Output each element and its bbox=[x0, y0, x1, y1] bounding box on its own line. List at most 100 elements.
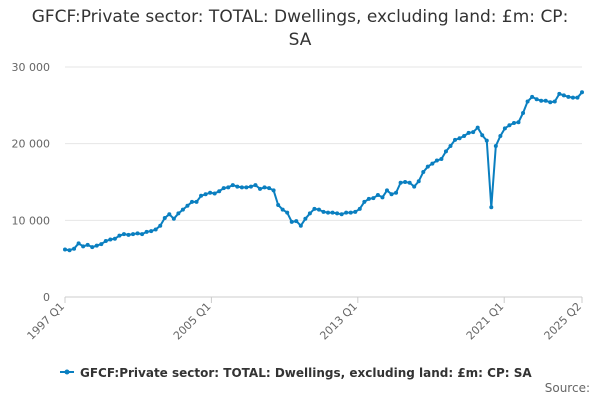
data-point[interactable] bbox=[112, 236, 117, 241]
data-point[interactable] bbox=[330, 210, 335, 215]
data-point[interactable] bbox=[557, 91, 562, 96]
data-point[interactable] bbox=[253, 183, 258, 188]
data-point[interactable] bbox=[375, 193, 380, 198]
data-point[interactable] bbox=[185, 203, 190, 208]
data-point[interactable] bbox=[321, 209, 326, 214]
data-point[interactable] bbox=[72, 246, 77, 251]
data-point[interactable] bbox=[362, 199, 367, 204]
data-point[interactable] bbox=[235, 184, 240, 189]
data-point[interactable] bbox=[430, 161, 435, 166]
data-point[interactable] bbox=[407, 180, 412, 185]
data-point[interactable] bbox=[230, 183, 235, 188]
data-point[interactable] bbox=[457, 136, 462, 141]
data-point[interactable] bbox=[502, 126, 507, 131]
data-point[interactable] bbox=[335, 211, 340, 216]
data-point[interactable] bbox=[480, 133, 485, 138]
data-point[interactable] bbox=[121, 232, 126, 237]
data-point[interactable] bbox=[76, 241, 81, 246]
data-point[interactable] bbox=[162, 216, 167, 221]
data-point[interactable] bbox=[344, 210, 349, 215]
data-point[interactable] bbox=[507, 123, 512, 128]
data-point[interactable] bbox=[489, 205, 494, 210]
data-point[interactable] bbox=[167, 212, 172, 217]
data-point[interactable] bbox=[244, 185, 249, 190]
data-point[interactable] bbox=[580, 90, 584, 95]
data-point[interactable] bbox=[521, 111, 526, 115]
data-point[interactable] bbox=[421, 170, 426, 175]
data-point[interactable] bbox=[312, 206, 317, 211]
data-point[interactable] bbox=[525, 99, 530, 104]
data-point[interactable] bbox=[294, 219, 299, 224]
data-point[interactable] bbox=[90, 245, 95, 250]
data-point[interactable] bbox=[85, 242, 90, 247]
data-point[interactable] bbox=[353, 209, 358, 214]
data-point[interactable] bbox=[471, 130, 476, 135]
data-point[interactable] bbox=[425, 164, 430, 169]
data-point[interactable] bbox=[99, 242, 104, 247]
data-point[interactable] bbox=[153, 227, 158, 232]
data-point[interactable] bbox=[348, 210, 353, 215]
data-point[interactable] bbox=[208, 190, 213, 195]
data-point[interactable] bbox=[380, 195, 385, 200]
data-point[interactable] bbox=[94, 243, 99, 248]
data-point[interactable] bbox=[561, 93, 566, 98]
data-point[interactable] bbox=[126, 232, 131, 237]
data-point[interactable] bbox=[298, 223, 303, 228]
data-point[interactable] bbox=[366, 196, 371, 201]
data-point[interactable] bbox=[276, 203, 281, 207]
data-point[interactable] bbox=[226, 185, 231, 190]
data-point[interactable] bbox=[484, 138, 489, 143]
data-point[interactable] bbox=[357, 206, 362, 211]
data-point[interactable] bbox=[448, 143, 453, 148]
data-point[interactable] bbox=[217, 189, 222, 194]
data-point[interactable] bbox=[316, 207, 321, 212]
data-point[interactable] bbox=[326, 210, 331, 215]
data-point[interactable] bbox=[384, 188, 389, 193]
data-point[interactable] bbox=[412, 184, 417, 189]
data-point[interactable] bbox=[267, 186, 272, 191]
data-point[interactable] bbox=[575, 95, 580, 100]
data-point[interactable] bbox=[371, 196, 376, 201]
data-point[interactable] bbox=[108, 237, 113, 242]
data-point[interactable] bbox=[548, 100, 553, 105]
data-point[interactable] bbox=[566, 94, 571, 99]
data-point[interactable] bbox=[81, 244, 86, 249]
data-point[interactable] bbox=[117, 233, 122, 238]
data-point[interactable] bbox=[285, 210, 290, 215]
data-point[interactable] bbox=[248, 184, 253, 189]
data-point[interactable] bbox=[462, 134, 467, 138]
data-point[interactable] bbox=[144, 229, 149, 234]
data-point[interactable] bbox=[493, 143, 498, 148]
data-point[interactable] bbox=[398, 180, 403, 185]
data-point[interactable] bbox=[258, 186, 263, 191]
data-point[interactable] bbox=[176, 211, 181, 216]
data-point[interactable] bbox=[194, 199, 199, 204]
data-point[interactable] bbox=[394, 190, 399, 195]
data-point[interactable] bbox=[516, 120, 521, 125]
data-point[interactable] bbox=[434, 158, 439, 163]
data-point[interactable] bbox=[543, 98, 548, 103]
data-point[interactable] bbox=[439, 157, 444, 161]
data-point[interactable] bbox=[199, 193, 204, 198]
data-point[interactable] bbox=[498, 134, 503, 138]
data-point[interactable] bbox=[511, 120, 516, 125]
data-point[interactable] bbox=[221, 186, 226, 191]
data-point[interactable] bbox=[171, 216, 176, 221]
data-point[interactable] bbox=[63, 247, 67, 252]
data-point[interactable] bbox=[475, 125, 480, 130]
data-point[interactable] bbox=[103, 239, 108, 244]
data-point[interactable] bbox=[271, 188, 276, 193]
data-point[interactable] bbox=[389, 192, 394, 197]
data-point[interactable] bbox=[570, 95, 575, 100]
data-point[interactable] bbox=[135, 231, 140, 236]
legend[interactable]: GFCF:Private sector: TOTAL: Dwellings, e… bbox=[60, 366, 532, 380]
data-point[interactable] bbox=[466, 130, 471, 135]
data-point[interactable] bbox=[189, 199, 194, 204]
data-point[interactable] bbox=[158, 223, 163, 228]
data-point[interactable] bbox=[67, 248, 72, 253]
data-point[interactable] bbox=[339, 212, 344, 217]
data-point[interactable] bbox=[403, 180, 408, 184]
data-point[interactable] bbox=[239, 185, 244, 190]
data-point[interactable] bbox=[289, 219, 294, 224]
data-point[interactable] bbox=[453, 137, 458, 142]
